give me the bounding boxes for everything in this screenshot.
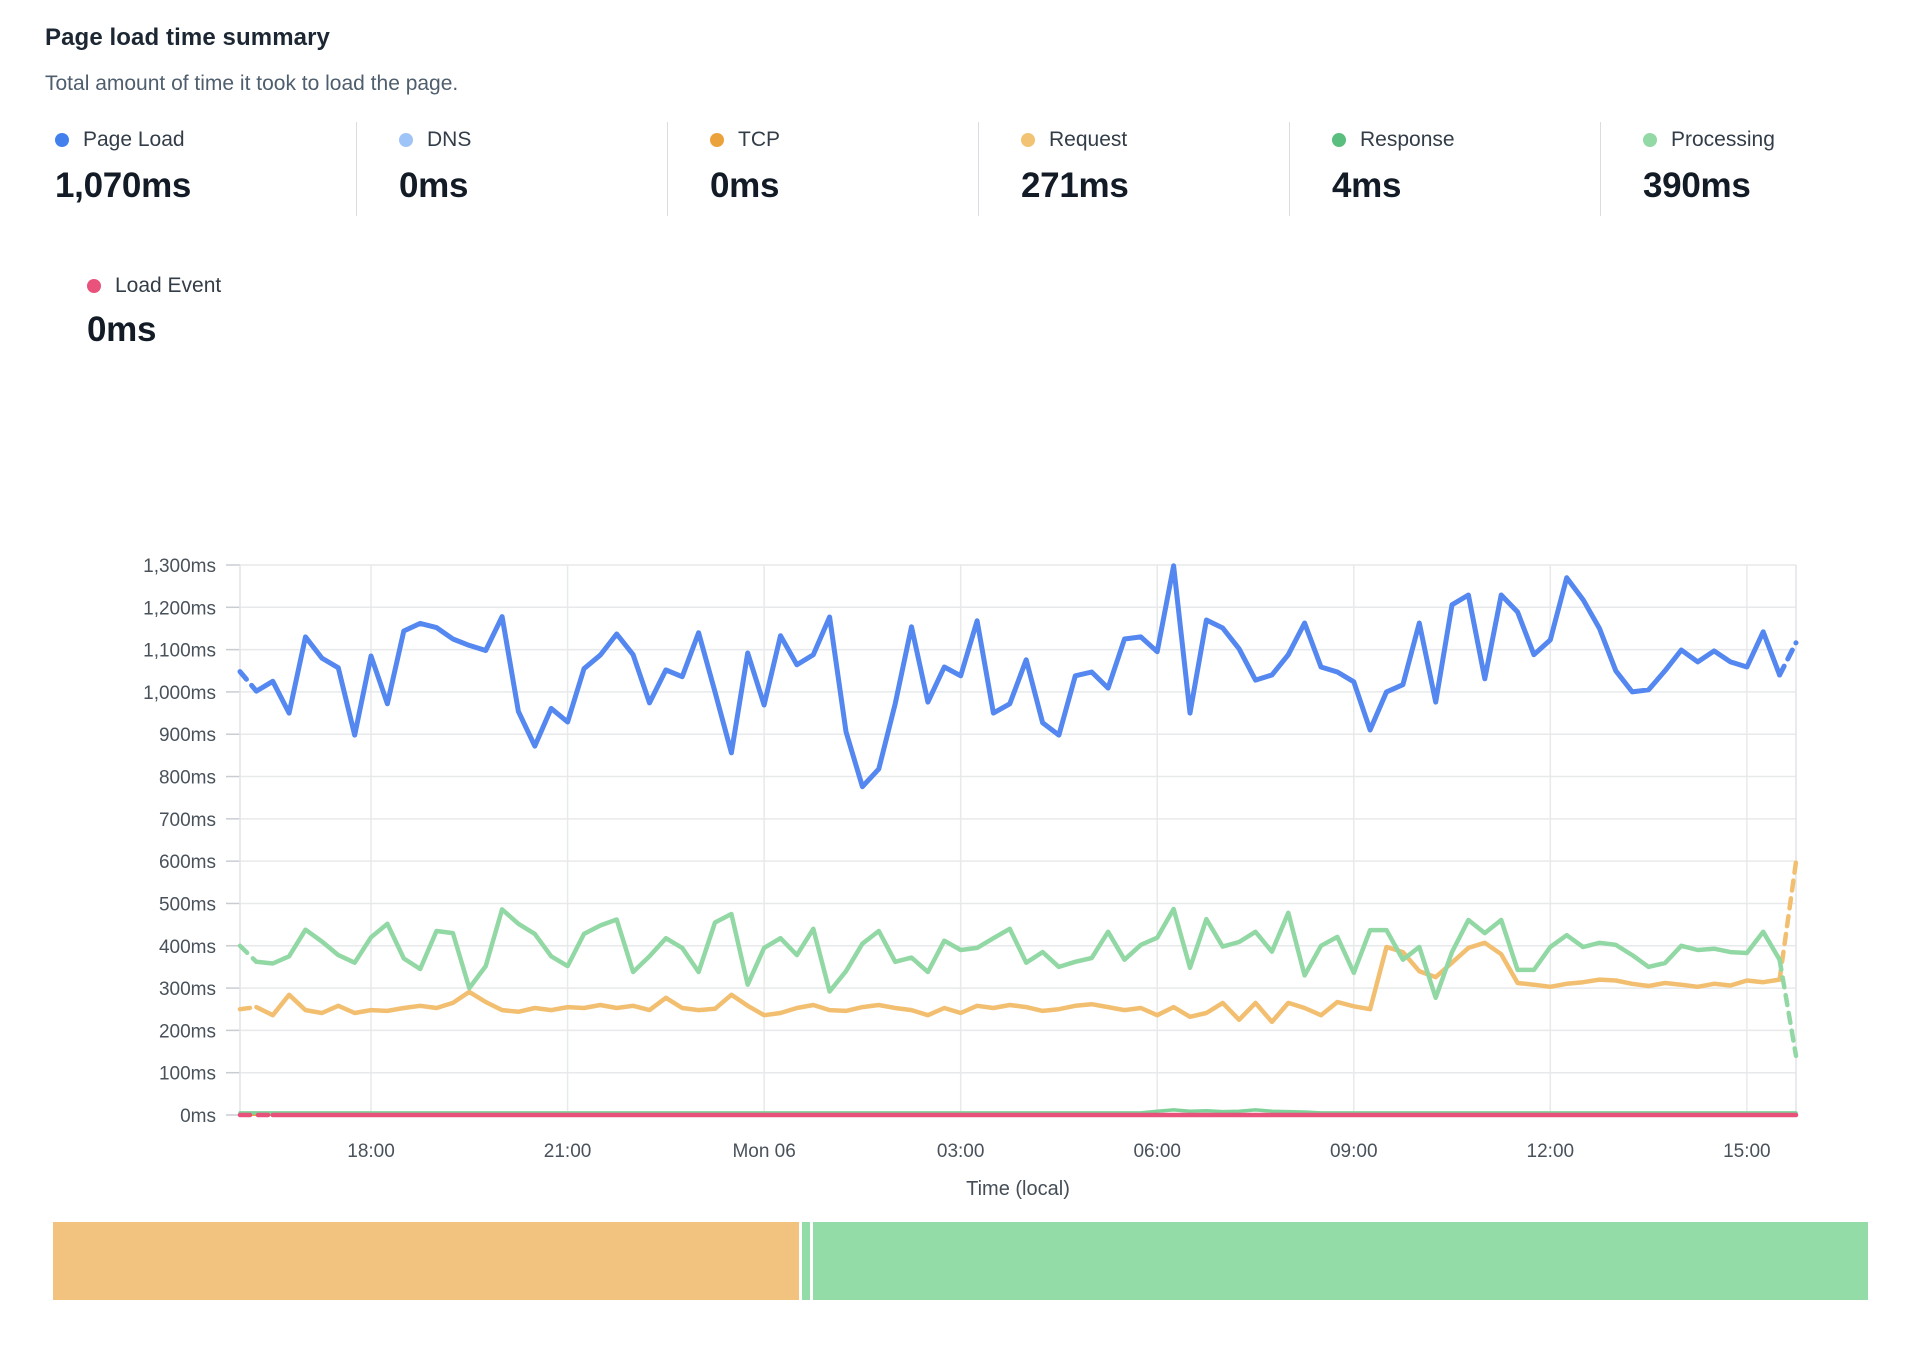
y-axis-tick-label: 0ms xyxy=(180,1106,216,1127)
metrics-legend-row: Page Load 1,070ms DNS 0ms TCP 0ms Reques… xyxy=(45,122,1867,216)
y-axis-tick-label: 900ms xyxy=(159,725,216,746)
metric-value: 271ms xyxy=(1021,166,1129,205)
metric-label: TCP xyxy=(738,128,780,151)
metric-label: Processing xyxy=(1671,128,1775,151)
metric-label: DNS xyxy=(427,128,472,151)
metric-tcp[interactable]: TCP 0ms xyxy=(667,122,978,216)
request-series-line xyxy=(1777,859,1799,982)
page-subtitle: Total amount of time it took to load the… xyxy=(45,72,459,95)
load-event-legend-dot-icon xyxy=(87,279,101,293)
y-axis-tick-label: 300ms xyxy=(159,979,216,1000)
page-load-time-chart[interactable]: 1,300ms 1,200ms 1,100ms 1,000ms 900ms 800ms 70… xyxy=(0,430,1910,1210)
request-legend-dot-icon xyxy=(1021,133,1035,147)
metric-value: 1,070ms xyxy=(55,166,192,205)
metric-label: Page Load xyxy=(83,128,185,151)
response-legend-dot-icon xyxy=(1332,133,1346,147)
processing-legend-dot-icon xyxy=(1643,133,1657,147)
x-axis-title: Time (local) xyxy=(966,1178,1070,1200)
page-load-series-line xyxy=(1777,640,1799,678)
page-title: Page load time summary xyxy=(45,24,330,51)
metric-label: Load Event xyxy=(115,274,222,297)
processing-series-line xyxy=(237,943,259,965)
x-axis-tick-label: 03:00 xyxy=(937,1141,985,1162)
request-series-line xyxy=(254,940,1782,1025)
metric-page-load[interactable]: Page Load 1,070ms xyxy=(45,122,356,216)
range-green-segment[interactable] xyxy=(813,1222,1868,1300)
processing-series-line xyxy=(1777,957,1799,1059)
metric-processing[interactable]: Processing 390ms xyxy=(1600,122,1910,216)
y-axis-tick-label: 700ms xyxy=(159,810,216,831)
x-axis-tick-label: 06:00 xyxy=(1133,1141,1181,1162)
page-load-series-line xyxy=(237,669,259,694)
y-axis-tick-label: 1,100ms xyxy=(143,641,216,662)
y-axis-tick-label: 1,200ms xyxy=(143,598,216,619)
tcp-legend-dot-icon xyxy=(710,133,724,147)
y-axis-tick-label: 200ms xyxy=(159,1021,216,1042)
request-series-line xyxy=(237,1004,259,1012)
metric-load-event[interactable]: Load Event 0ms xyxy=(45,268,221,360)
page-load-series-line xyxy=(253,563,1783,790)
x-axis-tick-label: 15:00 xyxy=(1723,1141,1771,1162)
metric-value: 0ms xyxy=(399,166,469,205)
x-axis-tick-label: 18:00 xyxy=(347,1141,395,1162)
y-axis-tick-label: 800ms xyxy=(159,768,216,789)
y-axis-tick-label: 600ms xyxy=(159,852,216,873)
page-load-legend-dot-icon xyxy=(55,133,69,147)
y-axis-tick-label: 400ms xyxy=(159,937,216,958)
x-axis-tick-label: 12:00 xyxy=(1527,1141,1575,1162)
processing-series-line xyxy=(254,906,1782,1001)
y-axis-tick-label: 100ms xyxy=(159,1064,216,1085)
metric-value: 0ms xyxy=(710,166,780,205)
time-range-selector-bar[interactable] xyxy=(53,1222,1868,1300)
metric-request[interactable]: Request 271ms xyxy=(978,122,1289,216)
metric-label: Request xyxy=(1049,128,1128,151)
y-axis-tick-label: 1,000ms xyxy=(143,683,216,704)
x-axis-tick-label: 21:00 xyxy=(544,1141,592,1162)
x-axis-tick-label: Mon 06 xyxy=(732,1141,795,1162)
metric-value: 0ms xyxy=(87,310,157,349)
y-axis-tick-label: 500ms xyxy=(159,894,216,915)
metric-value: 390ms xyxy=(1643,166,1751,205)
x-axis-tick-label: 09:00 xyxy=(1330,1141,1378,1162)
y-axis-tick-label: 1,300ms xyxy=(143,556,216,577)
range-green-sliver-segment[interactable] xyxy=(802,1222,810,1300)
metric-value: 4ms xyxy=(1332,166,1402,205)
metric-response[interactable]: Response 4ms xyxy=(1289,122,1600,216)
metric-dns[interactable]: DNS 0ms xyxy=(356,122,667,216)
dns-legend-dot-icon xyxy=(399,133,413,147)
range-orange-segment[interactable] xyxy=(53,1222,799,1300)
metric-label: Response xyxy=(1360,128,1455,151)
response-series-line xyxy=(238,1108,1798,1115)
